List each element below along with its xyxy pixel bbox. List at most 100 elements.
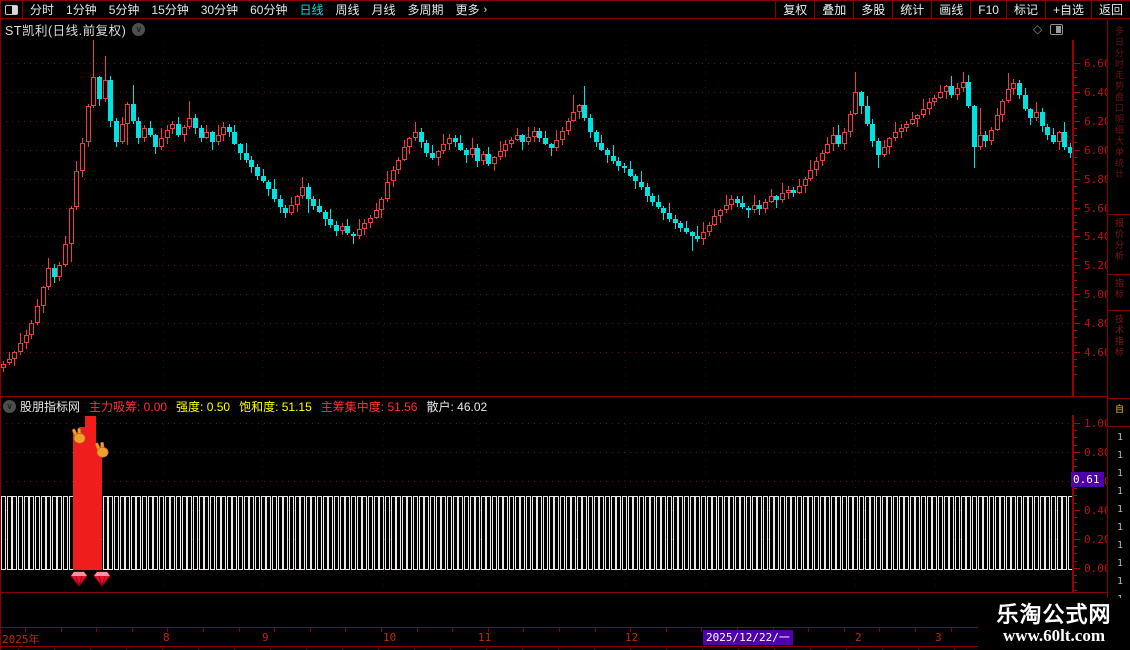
indicator-bar [29, 495, 34, 570]
candle [836, 135, 841, 144]
candle [921, 109, 926, 115]
sidebar-digit: 1 [1117, 576, 1124, 587]
candle [607, 148, 608, 163]
indicator-bar [283, 495, 288, 570]
period-tab-9[interactable]: 多周期 [407, 3, 444, 17]
period-tab-10[interactable]: 更多 [455, 3, 480, 17]
toolbar-button-3[interactable]: 统计 [892, 1, 931, 18]
indicator-bar [853, 495, 858, 570]
sidebar-divider [1108, 274, 1130, 275]
hand-icon [94, 442, 110, 463]
candle [972, 106, 977, 147]
candle [221, 126, 226, 136]
axis-minor-tick [1074, 287, 1077, 288]
candle [820, 152, 825, 162]
period-tab-2[interactable]: 5分钟 [108, 3, 140, 17]
indicator-bar [498, 495, 503, 570]
month-gridline [705, 40, 706, 396]
indicator-bar [763, 495, 768, 570]
candle [1, 363, 6, 368]
price-gridline [0, 294, 1072, 295]
statusbar-cell-border [450, 648, 451, 650]
sidebar-vertical-tab-1[interactable]: 报价分析 [1114, 218, 1124, 262]
indicator-bar [1062, 495, 1067, 570]
axis-tick [1074, 121, 1080, 122]
indicator-bar [746, 495, 751, 570]
candle [560, 130, 565, 140]
indicator-bar [949, 495, 954, 570]
date-tick [844, 628, 845, 632]
axis-minor-tick [1074, 309, 1077, 310]
candle [289, 204, 294, 214]
toolbar-button-7[interactable]: +自选 [1044, 1, 1091, 18]
axis-minor-tick [1074, 366, 1077, 367]
candle [554, 139, 559, 149]
indicator-bar [187, 495, 192, 570]
indicator-bar [661, 495, 666, 570]
axis-minor-tick [1074, 128, 1077, 129]
axis-minor-tick [1074, 503, 1077, 504]
period-tab-7[interactable]: 周线 [335, 3, 360, 17]
sidebar-vertical-tab-3[interactable]: 技术指标 [1114, 314, 1124, 358]
collapse-chevron-icon[interactable]: ∨ [132, 22, 146, 36]
axis-minor-tick [1074, 582, 1077, 583]
indicator-bar [238, 495, 243, 570]
period-tab-1[interactable]: 1分钟 [66, 3, 97, 17]
period-tab-8[interactable]: 月线 [371, 3, 396, 17]
collapse-chevron-icon[interactable]: ∨ [3, 399, 16, 413]
statusbar-cell-border [18, 648, 19, 650]
layout-icon[interactable] [1050, 23, 1064, 35]
price-axis-label: 5.40 [1084, 230, 1111, 243]
indicator-bar [306, 495, 311, 570]
toolbar-button-2[interactable]: 多股 [853, 1, 892, 18]
candle [517, 128, 518, 141]
candle [453, 138, 458, 143]
sidebar-vertical-tab-0[interactable]: 多日分时走势盘口明细大单统计 [1114, 26, 1124, 180]
candle [543, 138, 548, 144]
period-tab-3[interactable]: 15分钟 [151, 3, 189, 17]
indicator-gridline [0, 452, 1072, 453]
indicator-bar [537, 495, 542, 570]
price-plot[interactable] [0, 40, 1072, 396]
candle [656, 201, 661, 208]
toolbar-button-0[interactable]: 复权 [775, 1, 814, 18]
indicator-bar [961, 495, 966, 570]
indicator-bar [729, 495, 734, 570]
indicator-bar [340, 495, 345, 570]
period-tab-0[interactable]: 分时 [30, 3, 55, 17]
axis-minor-tick [1074, 215, 1077, 216]
period-tab-6[interactable]: 日线 [299, 3, 324, 17]
axis-tick [1074, 236, 1080, 237]
toolbar-button-6[interactable]: 标记 [1005, 1, 1045, 18]
price-axis-label: 5.00 [1084, 288, 1111, 301]
indicator-bar [966, 495, 971, 570]
period-tab-5[interactable]: 60分钟 [250, 3, 288, 17]
candle [432, 145, 433, 160]
sidebar-vertical-tab-4[interactable]: 自 [1114, 404, 1124, 415]
toolbar-button-8[interactable]: 返回 [1090, 1, 1130, 18]
panel-divider[interactable] [0, 396, 1107, 397]
diamond-icon[interactable]: ◇ [1033, 22, 1043, 36]
indicator-plot[interactable] [0, 415, 1072, 593]
candle [351, 233, 356, 237]
indicator-bar [690, 495, 695, 570]
indicator-bar [983, 495, 988, 570]
panel-toggle-cell[interactable] [0, 1, 23, 18]
candle [635, 174, 636, 189]
toolbar-button-1[interactable]: 叠加 [814, 1, 853, 18]
candle [1045, 126, 1050, 136]
indicator-bar [481, 495, 486, 570]
toolbar-button-4[interactable]: 画线 [931, 1, 970, 18]
indicator-bar [148, 495, 153, 570]
toolbar-button-5[interactable]: F10 [970, 1, 1006, 18]
indicator-bar [1017, 495, 1022, 570]
sidebar-vertical-tab-2[interactable]: 指标 [1114, 278, 1124, 300]
candle [678, 223, 683, 228]
indicator-bar [921, 495, 926, 570]
indicator-field-4: 散户: 46.02 [426, 399, 488, 414]
candle [24, 334, 29, 344]
axis-minor-tick [1074, 374, 1077, 375]
period-tab-4[interactable]: 30分钟 [200, 3, 239, 17]
candle [729, 198, 734, 205]
price-axis-label: 6.00 [1084, 144, 1111, 157]
